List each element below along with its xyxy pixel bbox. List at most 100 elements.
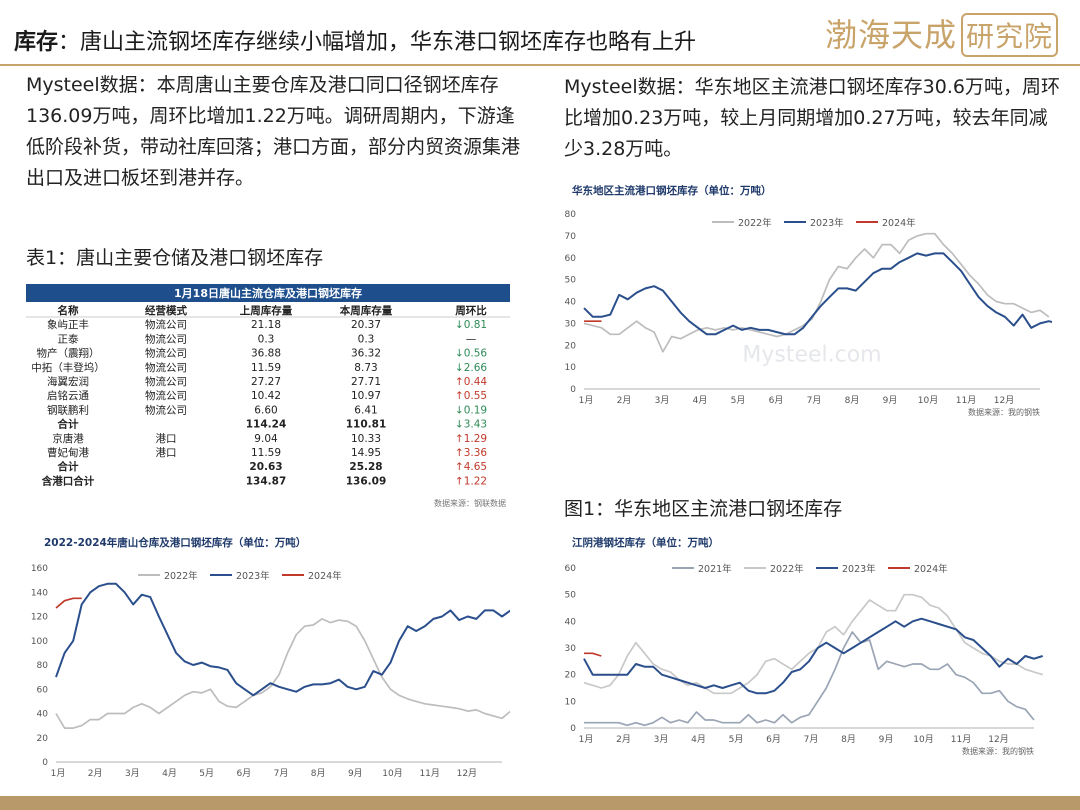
legend-label: 2022年: [164, 570, 198, 582]
title-colon: ：: [58, 30, 81, 55]
y-tick-label: 140: [31, 588, 48, 598]
legend-label: 2023年: [236, 570, 270, 582]
page-title: 库存：唐山主流钢坯库存继续小幅增加，华东港口钢坯库存也略有上升: [14, 24, 696, 56]
table-cell-change: —: [466, 333, 477, 345]
table-cell-name: 曹妃甸港: [47, 446, 89, 459]
x-tick-label: 9月: [879, 734, 894, 745]
series-line: [584, 631, 1035, 727]
table-cell-mode: 物流公司: [145, 403, 187, 416]
y-tick-label: 40: [565, 617, 577, 627]
table-cell-last: 10.42: [251, 390, 281, 402]
series-2023年: [55, 582, 510, 697]
y-tick-label: 0: [570, 724, 576, 734]
series-2024年: [55, 597, 82, 609]
table-cell-last: 114.24: [246, 419, 287, 431]
series-line: [55, 582, 510, 697]
series-2022年: [583, 593, 1043, 695]
y-tick-label: 50: [565, 276, 577, 286]
series-line: [55, 597, 82, 609]
table-source: 数据来源：钢联数据: [434, 498, 506, 508]
table-caption: 表1：唐山主要仓储及港口钢坯库存: [26, 247, 324, 269]
series-2023年: [583, 617, 1043, 695]
header-divider: [0, 64, 1080, 66]
legend-label: 2022年: [738, 217, 772, 229]
y-tick-label: 10: [565, 697, 577, 707]
table-cell-change: ↑1.29: [455, 433, 487, 445]
legend-label: 2024年: [308, 570, 342, 582]
x-tick-label: 5月: [731, 395, 746, 406]
x-tick-label: 11月: [951, 734, 971, 745]
y-tick-label: 60: [37, 685, 49, 695]
x-tick-label: 12月: [994, 395, 1014, 406]
legend-label: 2023年: [842, 563, 876, 575]
tangshan-summary-text: Mysteel数据：本周唐山主要仓库及港口同口径钢坯库存136.09万吨，周环比…: [26, 74, 521, 189]
table-cell-change: ↓0.56: [455, 348, 487, 360]
table-row: 含港口合计 134.87 136.09 ↑1.22: [42, 474, 487, 487]
series-2024年: [584, 652, 602, 657]
x-tick-label: 1月: [51, 768, 66, 779]
table-cell-this: 20.37: [351, 319, 381, 331]
table-cell-this: 27.71: [351, 376, 381, 388]
series-line: [583, 252, 1052, 336]
legend-label: 2024年: [914, 563, 948, 575]
table-cell-last: 0.3: [258, 333, 275, 345]
table-cell-mode: 港口: [156, 447, 177, 459]
table-row: 海翼宏润 物流公司 27.27 27.71 ↑0.44: [47, 375, 487, 388]
table-cell-this: 36.32: [351, 348, 381, 360]
table-title-bar: [26, 284, 510, 302]
y-tick-label: 120: [31, 613, 48, 623]
page-header: 库存：唐山主流钢坯库存继续小幅增加，华东港口钢坯库存也略有上升 渤海天成 研究院: [0, 0, 1080, 66]
x-tick-label: 12月: [457, 768, 477, 779]
footer-band: [0, 796, 1080, 810]
table-cell-name: 含港口合计: [42, 474, 95, 487]
east-china-summary-text: Mysteel数据：华东地区主流港口钢坯库存30.6万吨，周环比增加0.23万吨…: [564, 76, 1060, 160]
y-tick-label: 100: [31, 637, 48, 647]
x-tick-label: 2月: [88, 768, 103, 779]
table-row: 象屿正丰 物流公司 21.18 20.37 ↓0.81: [47, 318, 487, 331]
table-cell-this: 25.28: [349, 461, 382, 473]
y-tick-label: 30: [565, 319, 577, 329]
table-cell-mode: 物流公司: [145, 361, 187, 374]
inventory-table: 1月18日唐山主流仓库及港口钢坯库存 名称 经营模式 上周库存量 本周库存量 周环比 象屿正…: [26, 284, 510, 510]
table-row: 正泰 物流公司 0.3 0.3 —: [58, 332, 477, 345]
legend-label: 2021年: [698, 563, 732, 575]
series-2022年: [55, 618, 510, 729]
table-cell-this: 10.97: [351, 390, 381, 402]
table-cell-last: 11.59: [251, 447, 281, 459]
table-row: 合计 114.24 110.81 ↓3.43: [57, 418, 488, 431]
chart-watermark: Mysteel.com: [742, 343, 881, 368]
table-cell-mode: 港口: [156, 433, 177, 445]
y-tick-label: 60: [565, 254, 577, 264]
table-cell-this: 110.81: [346, 419, 387, 431]
chart-source: 数据来源：我的钢铁: [962, 746, 1034, 756]
series-line: [583, 232, 1050, 353]
table-cell-last: 36.88: [251, 348, 281, 360]
y-tick-label: 20: [565, 671, 577, 681]
table-cell-this: 14.95: [351, 447, 381, 459]
table-cell-last: 134.87: [246, 475, 287, 487]
table-cell-this: 8.73: [354, 362, 377, 374]
y-tick-label: 0: [42, 758, 48, 768]
legend-label: 2022年: [770, 563, 804, 575]
x-tick-label: 8月: [311, 768, 326, 779]
x-tick-label: 2月: [616, 734, 631, 745]
x-tick-label: 2月: [617, 395, 632, 406]
x-tick-label: 10月: [918, 395, 938, 406]
table-cell-name: 中拓（丰登坞）: [31, 361, 105, 374]
section-label: 库存: [14, 30, 59, 55]
table-header-cell: 经营模式: [145, 304, 187, 317]
table-cell-mode: 物流公司: [145, 389, 187, 402]
table-row: 曹妃甸港 港口 11.59 14.95 ↑3.36: [47, 446, 487, 459]
table-cell-change: ↑1.22: [455, 475, 487, 487]
table-row: 物产（震翔） 物流公司 36.88 36.32 ↓0.56: [37, 347, 488, 360]
y-tick-label: 30: [565, 644, 577, 654]
table-cell-change: ↑3.36: [455, 447, 487, 459]
y-tick-label: 10: [565, 363, 577, 373]
table-cell-this: 136.09: [346, 475, 387, 487]
x-tick-label: 4月: [691, 734, 706, 745]
logo-boxed-text: 研究院: [960, 13, 1058, 57]
x-tick-label: 9月: [348, 768, 363, 779]
y-tick-label: 70: [565, 232, 577, 242]
y-tick-label: 40: [37, 710, 49, 720]
